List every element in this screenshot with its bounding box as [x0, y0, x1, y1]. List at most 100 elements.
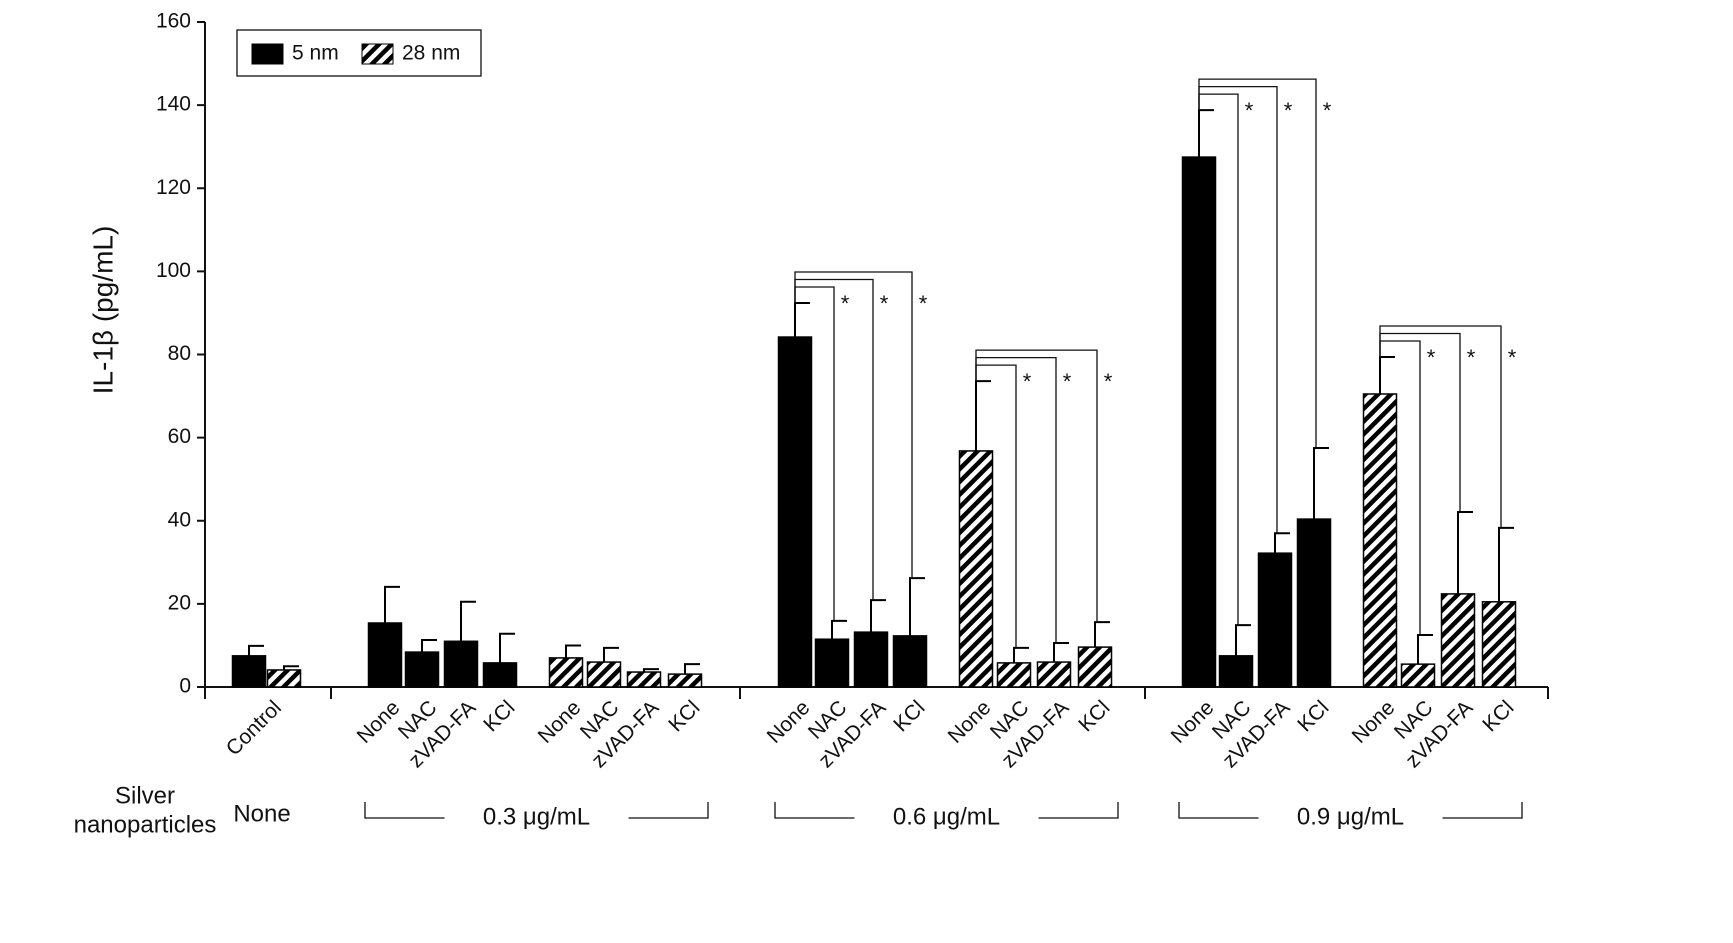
bar — [482, 662, 518, 688]
bar — [1362, 393, 1398, 688]
significance-label: * — [1467, 345, 1476, 370]
bar — [1400, 663, 1436, 688]
bar — [958, 450, 994, 688]
significance-label: * — [1063, 369, 1072, 394]
significance-bracket — [975, 349, 1098, 623]
error-bar — [684, 663, 700, 675]
significance-label: * — [1427, 345, 1436, 370]
y-axis-label: IL-1β (pg/mL) — [87, 226, 118, 395]
error-bar — [565, 644, 581, 658]
bar — [231, 655, 267, 688]
error-bar — [975, 380, 991, 451]
y-tick-label: 100 — [156, 259, 191, 282]
legend-label: 5 nm — [292, 42, 339, 65]
bar — [586, 661, 622, 688]
bar — [1181, 156, 1217, 688]
significance-label: * — [1023, 369, 1032, 394]
y-tick-label: 160 — [156, 10, 191, 33]
error-bar — [1198, 109, 1214, 158]
bar — [814, 638, 850, 688]
group-bracket — [364, 802, 709, 819]
error-bar — [909, 577, 925, 636]
error-bar — [248, 644, 264, 656]
x-tick-label: None — [1348, 696, 1400, 748]
error-bar — [603, 646, 619, 663]
significance-label: * — [1104, 369, 1113, 394]
bar — [1077, 646, 1113, 688]
bar — [1036, 661, 1072, 688]
y-tick-label: 80 — [168, 342, 191, 365]
y-tick-label: 20 — [168, 591, 191, 614]
error-bar — [460, 600, 476, 642]
x-tick-label: KCl — [1074, 696, 1114, 736]
bar — [443, 640, 479, 688]
x-tick-label: None — [944, 696, 996, 748]
error-bar — [1313, 447, 1329, 520]
error-bar — [643, 668, 659, 673]
group-label: 0.3 μg/mL — [483, 803, 590, 830]
error-bar — [1274, 532, 1290, 554]
y-tick-label: 60 — [168, 425, 191, 448]
legend-swatch — [251, 43, 284, 65]
group-label: None — [233, 800, 290, 827]
group-title: Silver — [115, 782, 175, 809]
y-tick-label: 0 — [179, 675, 191, 698]
error-bar — [384, 585, 400, 623]
bar — [1296, 518, 1332, 688]
significance-label: * — [919, 291, 928, 316]
significance-label: * — [1245, 98, 1254, 123]
bar — [626, 671, 662, 688]
bar — [1218, 655, 1254, 688]
y-tick-label: 120 — [156, 176, 191, 199]
error-bar — [831, 619, 847, 640]
significance-label: * — [841, 291, 850, 316]
x-tick-label: None — [763, 696, 815, 748]
bar — [1257, 552, 1293, 688]
error-bar — [499, 632, 515, 663]
bar — [404, 651, 440, 688]
error-bar — [1013, 646, 1029, 663]
x-tick-label: None — [534, 696, 586, 748]
x-tick-label: KCl — [1293, 696, 1333, 736]
x-tick-label: None — [353, 696, 405, 748]
group-label: 0.6 μg/mL — [893, 803, 1000, 830]
legend-label: 28 nm — [402, 42, 460, 65]
bar — [367, 622, 403, 688]
bar — [1481, 601, 1517, 688]
group-bracket — [1178, 802, 1523, 819]
y-tick-label: 140 — [156, 93, 191, 116]
error-bar — [1094, 621, 1110, 648]
error-bar — [1379, 355, 1395, 394]
error-bar — [421, 639, 437, 653]
error-bar — [794, 301, 810, 338]
significance-label: * — [880, 291, 889, 316]
group-title: nanoparticles — [74, 811, 217, 838]
x-tick-label: None — [1167, 696, 1219, 748]
error-bar — [1235, 624, 1251, 656]
bar — [777, 336, 813, 688]
error-bar — [1457, 511, 1473, 594]
error-bar — [283, 665, 299, 670]
x-tick-label: KCl — [889, 696, 929, 736]
x-tick-label: Control — [222, 696, 286, 760]
bar — [548, 657, 584, 688]
error-bar — [870, 599, 886, 633]
group-label: 0.9 μg/mL — [1297, 803, 1404, 830]
significance-label: * — [1323, 98, 1332, 123]
error-bar — [1053, 641, 1069, 663]
error-bar — [1498, 526, 1514, 602]
x-tick-label: KCl — [1478, 696, 1518, 736]
significance-bracket — [1379, 325, 1502, 528]
significance-bracket — [1198, 78, 1317, 449]
bar — [996, 662, 1032, 688]
significance-label: * — [1508, 345, 1517, 370]
x-tick-label: KCl — [664, 696, 704, 736]
bar — [892, 635, 928, 688]
legend-swatch — [361, 43, 394, 65]
x-tick-label: KCl — [479, 696, 519, 736]
significance-bracket — [794, 271, 913, 579]
bar — [667, 673, 703, 688]
y-tick-label: 40 — [168, 508, 191, 531]
bar — [266, 669, 302, 688]
